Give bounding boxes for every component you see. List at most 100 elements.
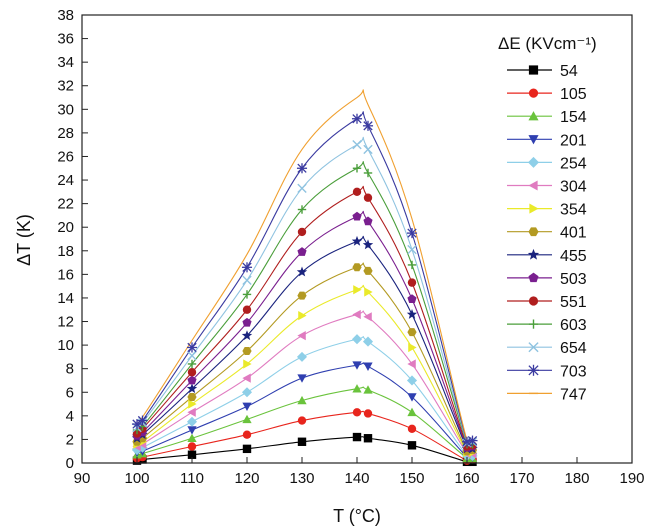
y-tick-label: 10 [57, 337, 74, 354]
data-point-354 [298, 311, 307, 321]
data-point-254 [362, 336, 374, 347]
data-point-201 [363, 362, 373, 371]
data-point-551 [297, 227, 307, 237]
data-point-603 [242, 290, 252, 299]
legend-label-304: 304 [560, 179, 587, 196]
data-point-154 [187, 433, 197, 443]
data-point-201 [407, 393, 417, 402]
series-line-503 [135, 210, 475, 460]
data-point-304 [242, 373, 251, 383]
y-tick-label: 28 [57, 125, 74, 142]
data-point-54 [242, 444, 252, 454]
legend-label-201: 201 [560, 132, 587, 149]
legend-marker-54 [528, 65, 539, 75]
data-point-455 [186, 383, 198, 394]
data-point-354 [408, 342, 417, 353]
x-tick-label: 160 [454, 470, 479, 487]
series-curves [135, 89, 475, 464]
x-tick-label: 140 [344, 470, 369, 487]
legend-label-747: 747 [560, 386, 587, 403]
series-line-603 [135, 161, 474, 460]
x-tick-label: 170 [509, 470, 534, 487]
data-point-503 [407, 294, 417, 304]
data-point-503 [242, 317, 252, 327]
data-point-254 [131, 444, 143, 456]
data-point-401 [187, 392, 197, 401]
x-tick-label: 110 [180, 470, 204, 487]
data-point-401 [242, 346, 252, 356]
legend-marker-703 [527, 364, 540, 376]
data-point-603 [352, 164, 362, 173]
data-point-455 [406, 308, 418, 319]
series-line-703 [135, 111, 474, 459]
series-line-105 [135, 410, 475, 464]
data-point-703 [296, 163, 308, 174]
data-point-304 [407, 359, 416, 369]
series-line-254 [135, 336, 475, 463]
data-point-54 [363, 434, 373, 443]
data-point-703 [131, 419, 143, 430]
data-point-654 [363, 144, 373, 155]
data-point-503 [352, 211, 362, 221]
data-point-54 [187, 450, 197, 459]
y-tick-label: 20 [57, 219, 74, 236]
data-point-254 [296, 351, 308, 362]
data-point-105 [242, 430, 252, 439]
data-point-54 [407, 441, 417, 450]
data-point-603 [363, 168, 373, 178]
y-tick-label: 6 [66, 384, 74, 401]
legend-title: ΔE (KVcm⁻¹) [498, 34, 597, 53]
x-tick-label: 120 [234, 470, 259, 487]
legend-marker-154 [528, 111, 539, 121]
data-point-703 [467, 435, 478, 446]
data-point-354 [364, 287, 373, 297]
legend-marker-105 [528, 88, 539, 98]
data-point-455 [241, 330, 253, 341]
data-point-154 [407, 407, 417, 417]
series-line-455 [135, 235, 475, 461]
y-tick-label: 4 [66, 408, 74, 425]
data-point-201 [242, 402, 252, 412]
series-line-747 [135, 89, 475, 459]
data-point-304 [363, 312, 372, 322]
legend-marker-654 [528, 342, 539, 353]
data-point-703 [351, 113, 363, 124]
data-point-703 [186, 342, 198, 353]
y-tick-label: 14 [57, 290, 74, 307]
legend-label-54: 54 [560, 63, 578, 80]
legend-label-603: 603 [560, 317, 587, 334]
y-tick-label: 32 [57, 78, 74, 95]
data-point-703 [137, 415, 148, 426]
legend-label-401: 401 [560, 225, 587, 242]
x-tick-label: 180 [564, 470, 589, 487]
data-point-154 [363, 385, 373, 394]
y-tick-label: 24 [57, 172, 74, 189]
y-tick-label: 12 [57, 314, 74, 331]
data-point-703 [362, 120, 374, 131]
legend-label-703: 703 [560, 363, 587, 380]
data-point-254 [241, 387, 253, 398]
y-axis-title: ΔT (K) [14, 214, 34, 266]
legend-label-254: 254 [560, 155, 587, 172]
data-point-354 [353, 285, 362, 295]
data-point-304 [187, 407, 196, 417]
series-line-304 [135, 310, 475, 462]
x-axis: 90 100 110 120 130 140 150 160 170 180 190 [74, 457, 645, 487]
y-tick-label: 38 [57, 7, 74, 24]
data-point-401 [407, 328, 417, 337]
data-point-105 [187, 442, 197, 451]
y-tick-label: 2 [66, 431, 74, 448]
x-tick-label: 150 [399, 470, 424, 487]
series-line-154 [135, 386, 474, 463]
series-line-654 [135, 136, 474, 459]
x-tick-label: 130 [289, 470, 314, 487]
data-point-154 [242, 414, 252, 424]
y-tick-label: 36 [57, 31, 74, 48]
data-point-54 [297, 437, 307, 446]
y-tick-label: 0 [66, 455, 74, 472]
series-line-401 [135, 262, 475, 461]
data-point-105 [297, 416, 307, 425]
data-point-401 [297, 291, 307, 300]
data-point-154 [352, 384, 362, 393]
data-point-201 [297, 374, 307, 383]
